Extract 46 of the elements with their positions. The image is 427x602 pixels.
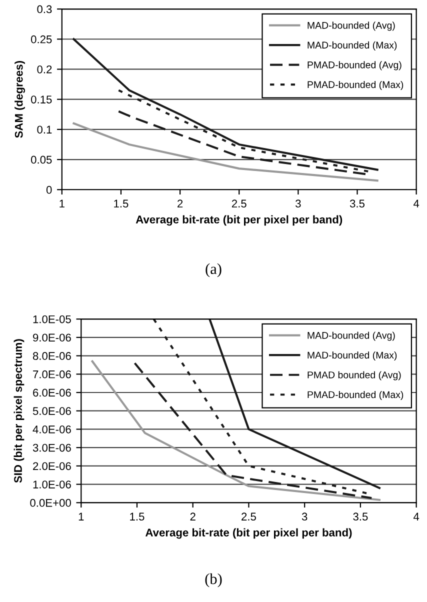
y-tick-label: 0.15: [31, 96, 52, 104]
y-tick-label: 7.0E-06: [33, 370, 71, 378]
x-tick-label: 2.5: [232, 200, 246, 208]
y-tick-label: 2.0E-06: [33, 462, 71, 470]
y-tick-label: 0.0E+00: [30, 498, 71, 507]
y-tick-label: 0.1: [37, 126, 52, 134]
y-axis-title: SID (bit per pixel spectrum): [14, 339, 24, 483]
y-tick-label: 6.0E-06: [33, 388, 71, 397]
legend-label: MAD-bounded (Max): [308, 41, 397, 50]
x-tick-label: 4: [413, 200, 420, 208]
x-tick-label: 2: [178, 200, 183, 208]
x-tick-label: 4: [413, 512, 420, 520]
y-tick-label: 4.0E-06: [32, 425, 71, 434]
legend-label: PMAD-bounded (Max): [308, 80, 404, 90]
y-tick-label: 8.0E-06: [32, 352, 71, 360]
y-axis-title: SAM (degrees): [14, 60, 26, 138]
x-tick-label: 3.5: [350, 200, 365, 208]
y-tick-label: 1.0E-05: [33, 315, 71, 324]
x-tick-label: 1.5: [130, 512, 144, 521]
y-tick-label: 3.0E-06: [32, 444, 71, 452]
x-tick-label: 3: [302, 512, 308, 521]
x-tick-label: 1: [78, 512, 84, 520]
legend-label: PMAD-bounded (Avg): [308, 61, 402, 70]
x-tick-label: 3.5: [353, 512, 368, 521]
x-tick-label: 3: [296, 200, 301, 208]
x-axis-title: Average bit-rate (bit per pixel per band): [145, 528, 352, 539]
y-tick-label: 0.2: [37, 65, 52, 74]
y-tick-label: 0.3: [37, 5, 52, 14]
legend-label: PMAD bounded (Avg): [308, 371, 401, 380]
x-tick-label: 1.5: [114, 200, 128, 208]
legend-label: MAD-bounded (Avg): [308, 22, 395, 31]
legend-label: MAD-bounded (Avg): [308, 332, 395, 341]
text: (a): [206, 263, 222, 278]
text: (b): [205, 573, 222, 588]
y-tick-label: 5.0E-06: [32, 407, 71, 415]
y-tick-label: 9.0E-06: [33, 334, 71, 342]
x-tick-label: 2: [190, 512, 196, 520]
legend-label: PMAD-bounded (Max): [308, 390, 404, 400]
legend-label: MAD-bounded (Max): [308, 351, 397, 361]
y-tick-label: 0: [46, 186, 52, 194]
y-tick-label: 0.05: [31, 156, 52, 164]
x-tick-label: 2.5: [242, 512, 256, 521]
y-tick-label: 1.0E-06: [33, 480, 71, 488]
x-tick-label: 1: [60, 200, 64, 208]
x-axis-title: Average bit-rate (bit per pixel per band): [136, 215, 342, 226]
y-tick-label: 0.25: [31, 35, 52, 44]
